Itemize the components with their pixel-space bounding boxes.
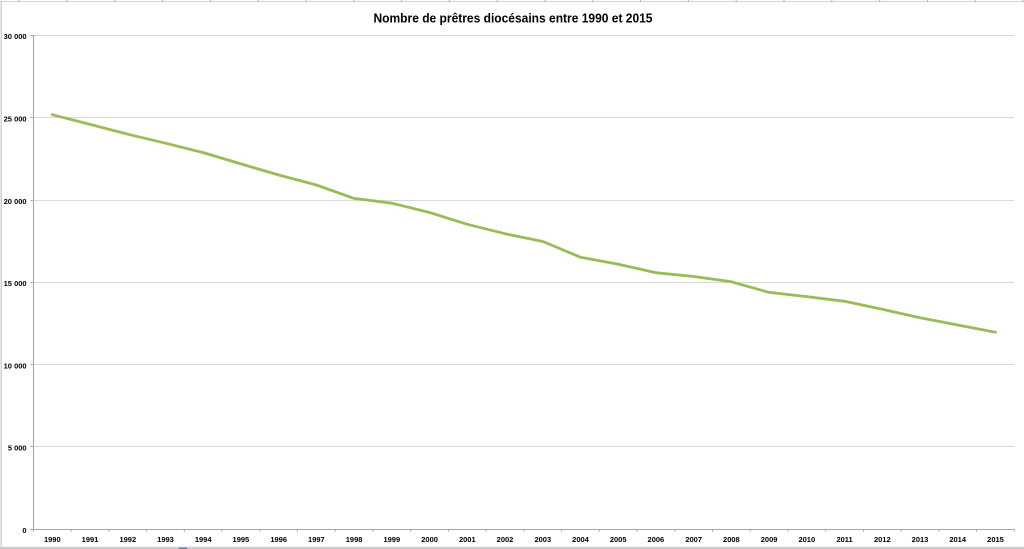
svg-text:30 000: 30 000	[4, 32, 27, 41]
svg-text:2011: 2011	[836, 535, 852, 544]
svg-text:1998: 1998	[346, 535, 363, 544]
svg-text:2006: 2006	[648, 535, 665, 544]
svg-text:10 000: 10 000	[4, 361, 27, 370]
svg-text:1992: 1992	[119, 535, 136, 544]
svg-text:2013: 2013	[912, 535, 929, 544]
svg-text:5 000: 5 000	[8, 444, 27, 453]
svg-text:25 000: 25 000	[4, 115, 27, 124]
svg-text:1999: 1999	[383, 535, 400, 544]
svg-text:1994: 1994	[195, 535, 213, 544]
svg-text:15 000: 15 000	[4, 279, 27, 288]
svg-text:1990: 1990	[44, 535, 61, 544]
svg-text:2004: 2004	[572, 535, 590, 544]
svg-text:2008: 2008	[723, 535, 740, 544]
svg-text:2015: 2015	[987, 535, 1004, 544]
svg-text:2014: 2014	[949, 535, 967, 544]
svg-text:1996: 1996	[270, 535, 287, 544]
svg-text:1997: 1997	[308, 535, 325, 544]
svg-text:2003: 2003	[534, 535, 551, 544]
svg-text:1995: 1995	[233, 535, 250, 544]
svg-text:2009: 2009	[761, 535, 778, 544]
svg-text:2007: 2007	[685, 535, 702, 544]
svg-text:1991: 1991	[82, 535, 99, 544]
svg-text:1993: 1993	[157, 535, 174, 544]
svg-text:2005: 2005	[610, 535, 627, 544]
svg-text:2000: 2000	[421, 535, 438, 544]
svg-text:2001: 2001	[459, 535, 476, 544]
svg-text:2012: 2012	[874, 535, 891, 544]
svg-text:Nombre de prêtres diocésains e: Nombre de prêtres diocésains entre 1990 …	[374, 11, 653, 26]
svg-text:20 000: 20 000	[4, 197, 27, 206]
svg-text:2002: 2002	[497, 535, 514, 544]
svg-text:0: 0	[22, 526, 26, 535]
svg-text:2010: 2010	[798, 535, 815, 544]
